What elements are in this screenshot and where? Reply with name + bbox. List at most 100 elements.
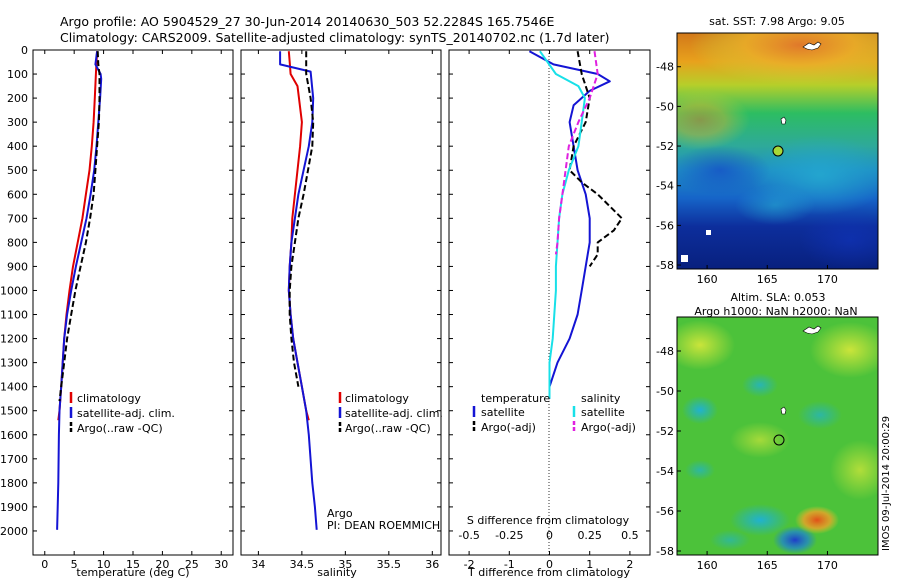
x-tick-label: 2 [626,558,633,571]
sla-map-subtitle: Argo h1000: NaN h2000: NaN [694,305,857,318]
lon-tick-label: 170 [817,273,838,286]
x-tick-label: 30 [214,558,228,571]
x-tick-label: 10 [97,558,111,571]
series-line-argo-adj- [568,51,623,267]
lon-tick-label: 160 [697,273,718,286]
s-difference-xlabel: S difference from climatology [467,514,630,527]
sla-map: Altim. SLA: 0.053 Argo h1000: NaN h2000:… [656,291,879,572]
sst-profile-location-marker [772,145,784,157]
series-line-satellite [528,50,611,399]
sst-island-marker [780,116,787,125]
depth-tick-label: 1100 [0,309,28,322]
argo-label: Argo [327,507,353,520]
depth-tick-label: 2000 [0,525,28,538]
x-tick-label: 0 [546,558,553,571]
lat-tick-label: -48 [656,61,674,74]
salinity-x-tick-labels: 34 34.5 35 35.5 36 [251,558,439,571]
difference-s-tick-labels: -0.5 -0.25 0 0.25 0.5 [458,529,638,542]
lat-tick-label: -50 [656,385,674,398]
temperature-series [56,51,103,530]
legend-label-argo: Argo(..raw -QC) [77,422,163,435]
legend-label-t-satellite: satellite [481,406,525,419]
depth-tick-label: 0 [21,44,28,57]
x-tick-label: 35 [338,558,352,571]
legend-label-climatology: climatology [77,392,141,405]
lat-tick-label: -56 [656,219,674,232]
lat-tick-label: -54 [656,180,674,193]
series-line-argo-adj- [554,51,599,255]
legend-label-s-satellite: satellite [581,406,625,419]
depth-tick-label: 1600 [0,429,28,442]
depth-tick-label: 900 [7,260,28,273]
series-line-satellite-adj-clim- [56,51,103,530]
pi-label: PI: DEAN ROEMMICH [327,519,440,532]
salinity-series [279,51,318,530]
salinity-axes-frame [240,49,442,556]
series-line-argo-raw-qc- [58,51,101,402]
figure-subtitle: Climatology: CARS2009. Satellite-adjuste… [60,30,610,45]
x-tick-label: -1 [504,558,515,571]
temperature-x-tick-labels: 0 5 10 15 20 25 30 [41,558,228,571]
lat-tick-label: -58 [656,259,674,272]
sla-island-marker [780,406,787,415]
lat-tick-label: -52 [656,425,674,438]
depth-tick-label: 1500 [0,405,28,418]
depth-tick-label: 1700 [0,453,28,466]
sst-map-tick-labels: 160 165 170 -48 -50 -52 -54 -56 -58 [656,61,838,286]
salinity-panel: 34 34.5 35 35.5 36 salinity climatology sate… [240,49,443,579]
depth-tick-label: 1400 [0,381,28,394]
x-tick-label: 34.5 [290,558,315,571]
t-difference-xlabel: T difference from climatology [467,566,630,579]
x-tick-label: 35.5 [377,558,402,571]
depth-tick-label: 800 [7,236,28,249]
salinity-tick-marks [241,49,441,555]
legend-label-s-argo: Argo(-adj) [581,421,636,434]
sla-map-tick-labels: 160 165 170 -48 -50 -52 -54 -56 -58 [656,345,838,572]
lat-tick-label: -56 [656,505,674,518]
x-tick-label: 36 [425,558,439,571]
depth-tick-label: 400 [7,140,28,153]
series-line-argo-raw-qc- [288,51,315,387]
depth-tick-label: 200 [7,92,28,105]
depth-tick-label: 600 [7,188,28,201]
x-tick-label: 5 [71,558,78,571]
sst-map-title: sat. SST: 7.98 Argo: 9.05 [709,15,845,28]
temperature-xlabel: temperature (deg C) [76,566,189,579]
temperature-axes-frame [32,49,234,556]
lon-tick-label: 165 [757,273,778,286]
sla-field [677,317,878,555]
s-tick-label: -0.5 [458,529,479,542]
sst-field [677,33,878,269]
series-line-satellite-adj-clim- [279,51,318,530]
difference-x-tick-labels: -2 -1 0 1 2 [464,558,634,571]
difference-axes-frame [448,49,651,556]
legend-title-temperature: temperature [481,392,550,405]
x-tick-label: 15 [126,558,140,571]
s-tick-label: 0.25 [577,529,602,542]
series-line-satellite [539,50,586,399]
salinity-xlabel: salinity [317,566,357,579]
depth-tick-label: 1300 [0,357,28,370]
x-tick-label: 0 [41,558,48,571]
x-tick-label: 25 [185,558,199,571]
lat-tick-label: -50 [656,100,674,113]
legend-label-satellite: satellite-adj. clim. [77,407,175,420]
temperature-panel: 0 5 10 15 20 25 30 temperature (deg C) climato… [32,49,234,579]
difference-panel: -2 -1 0 1 2 -0.5 -0.25 0 0.25 0.5 S difference f… [448,49,651,579]
s-tick-label: 0.5 [621,529,639,542]
x-tick-label: 1 [586,558,593,571]
legend-label-satellite: satellite-adj. clim. [345,407,443,420]
lon-tick-label: 165 [757,559,778,572]
depth-tick-label: 1800 [0,477,28,490]
x-tick-label: 20 [155,558,169,571]
lat-tick-label: -58 [656,545,674,558]
legend-label-climatology: climatology [345,392,409,405]
lat-tick-label: -48 [656,345,674,358]
legend-title-salinity: salinity [581,392,621,405]
difference-series [528,50,623,399]
depth-tick-label: 1900 [0,501,28,514]
depth-tick-label: 700 [7,212,28,225]
sla-map-title: Altim. SLA: 0.053 [730,291,825,304]
sst-map: sat. SST: 7.98 Argo: 9.05 160 165 170 -48 -5… [656,15,879,286]
